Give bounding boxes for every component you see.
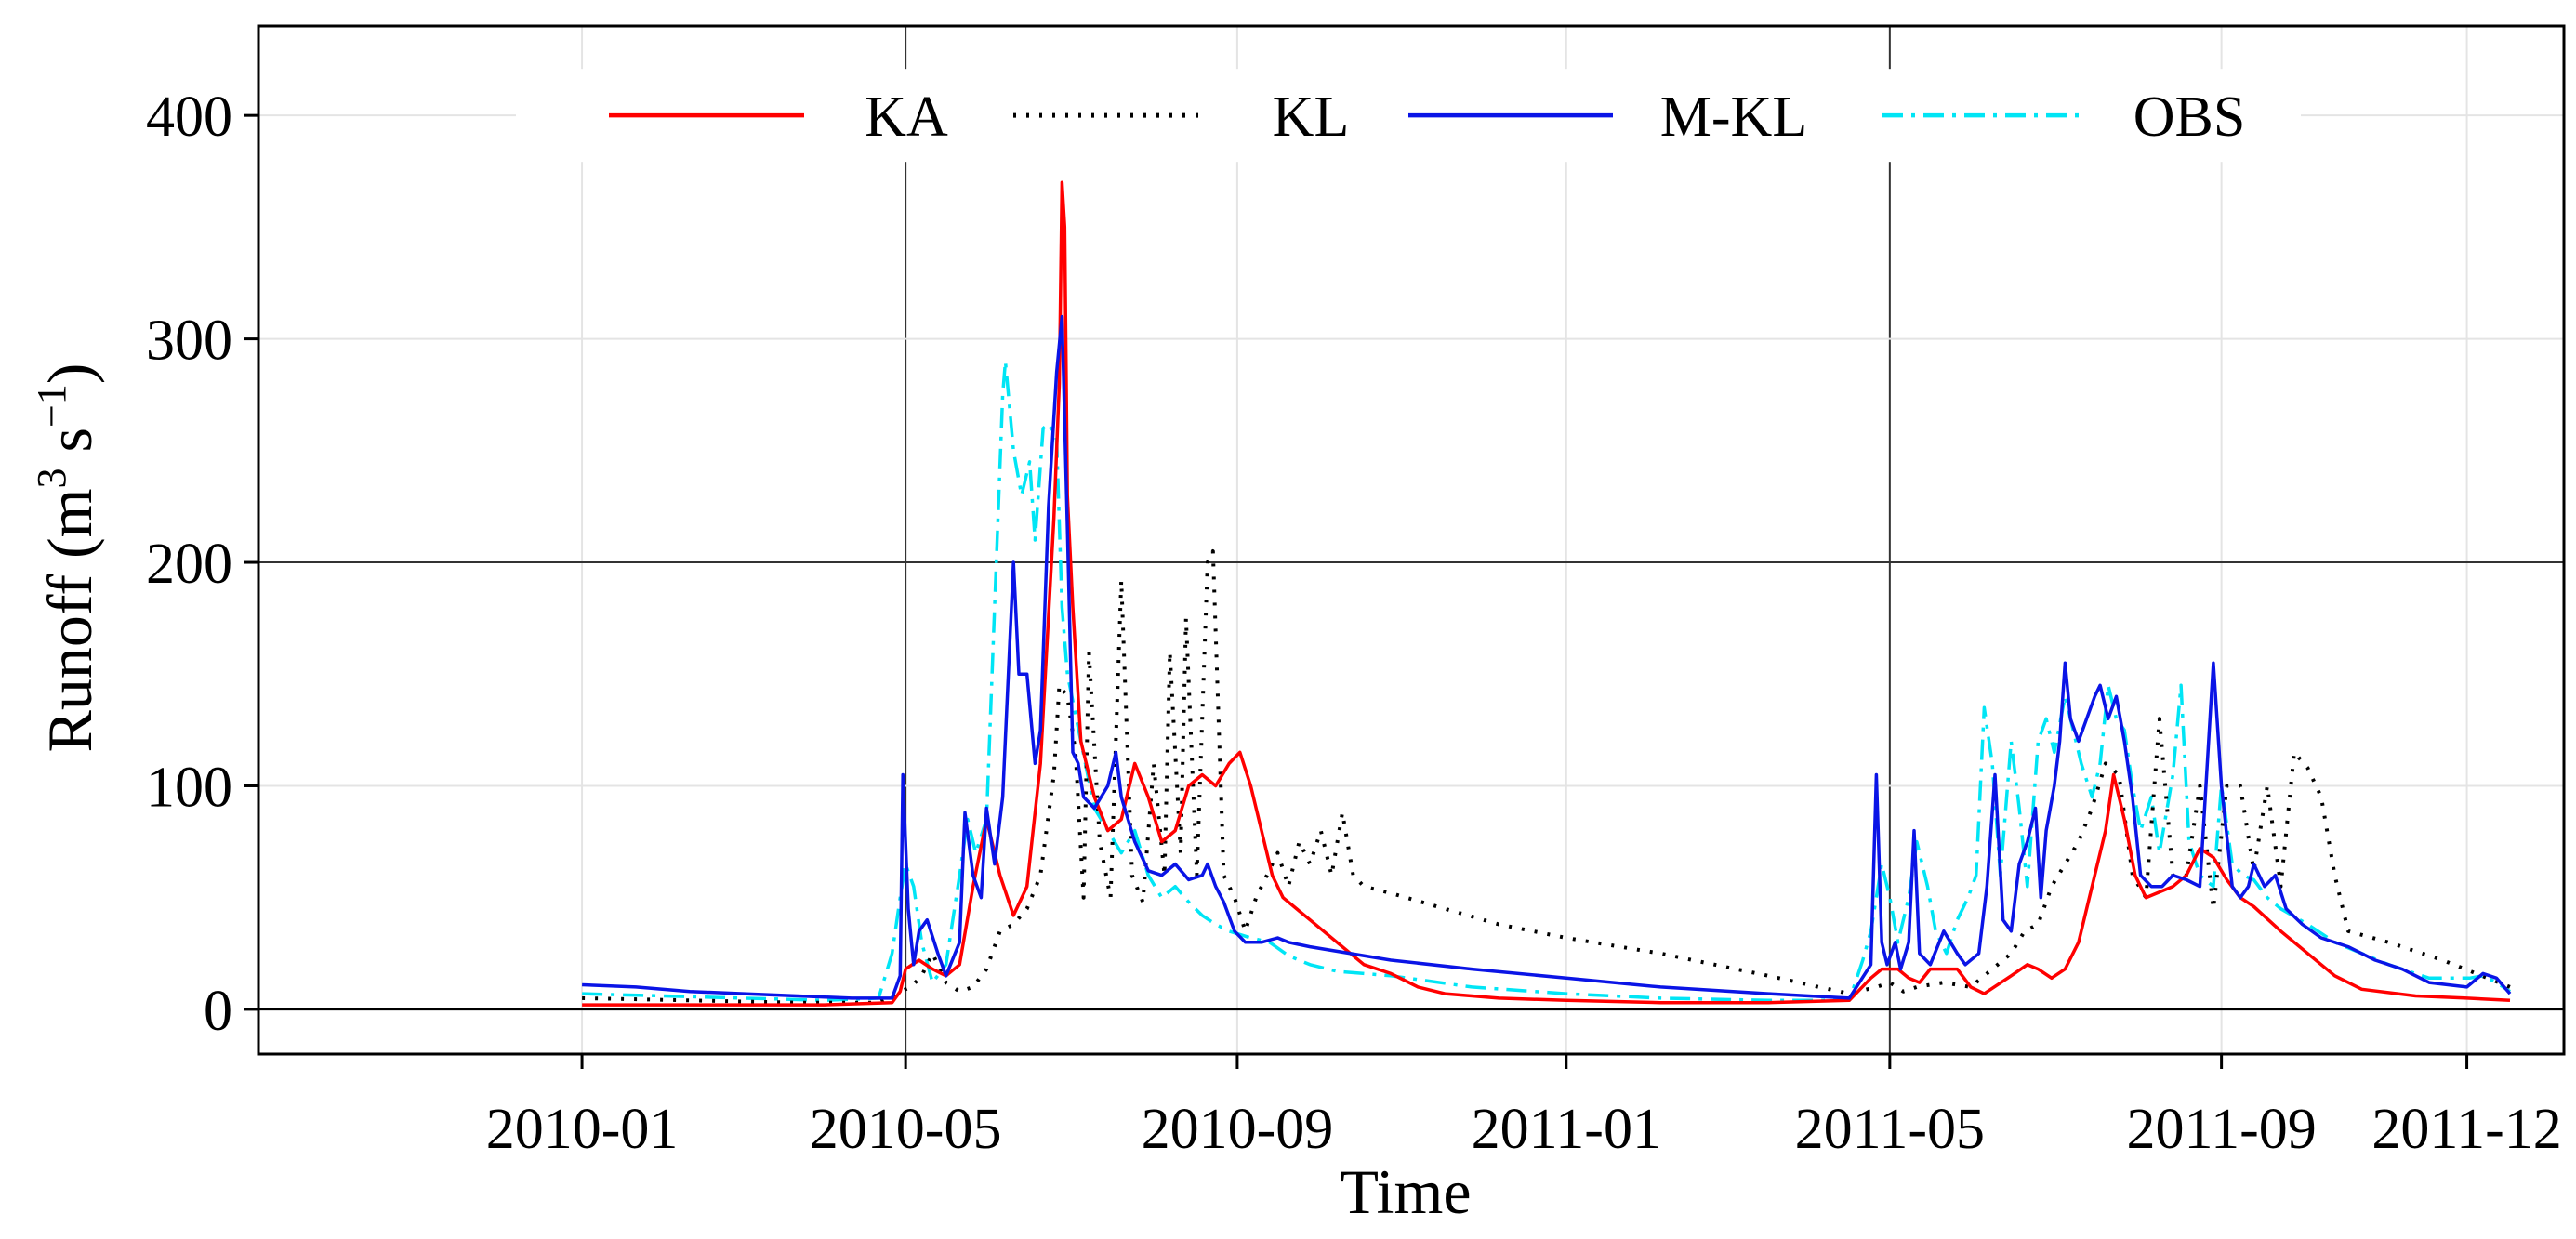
y-axis-title-main: Runoff (m — [34, 489, 105, 753]
x-tick-label: 2010-01 — [486, 1098, 679, 1161]
series-line-ka — [582, 180, 2511, 1007]
x-axis-title: Time — [1340, 1156, 1471, 1227]
series-layer — [582, 180, 2512, 1007]
x-tick-label: 2011-12 — [2371, 1098, 2561, 1161]
y-axis-title-end: ) — [34, 363, 105, 385]
y-tick-label: 300 — [146, 310, 232, 373]
series-line-m-kl — [582, 314, 2512, 1000]
x-tick-label: 2010-05 — [810, 1098, 1002, 1161]
y-axis-title-sup1: 3 — [29, 468, 74, 489]
legend-label-m-kl: M-KL — [1660, 86, 1807, 149]
x-tick-label: 2011-05 — [1795, 1098, 1985, 1161]
y-tick-label: 0 — [204, 980, 232, 1043]
plot-frame — [257, 24, 2566, 1056]
x-tick-label: 2011-01 — [1472, 1098, 1661, 1161]
x-tick-label: 2010-09 — [1142, 1098, 1334, 1161]
y-axis: 0 100 200 300 400 — [146, 86, 258, 1043]
y-tick-label: 100 — [146, 756, 232, 819]
y-tick-label: 200 — [146, 533, 232, 596]
legend: KA KL M-KL OBS — [516, 69, 2301, 163]
x-axis: 2010-01 2010-05 2010-09 2011-01 2011-05 2011-… — [486, 1054, 2562, 1161]
y-axis-title-sup2: −1 — [29, 384, 74, 428]
y-axis-title: Runoff (m3 s−1) — [29, 363, 105, 753]
series-line-kl — [582, 549, 2511, 1005]
x-tick-label: 2011-09 — [2126, 1098, 2316, 1161]
y-tick-label: 400 — [146, 86, 232, 149]
legend-label-kl: KL — [1273, 86, 1350, 149]
legend-label-obs: OBS — [2133, 86, 2246, 149]
y-axis-title-mid: s — [34, 428, 105, 468]
legend-label-ka: KA — [865, 86, 948, 149]
